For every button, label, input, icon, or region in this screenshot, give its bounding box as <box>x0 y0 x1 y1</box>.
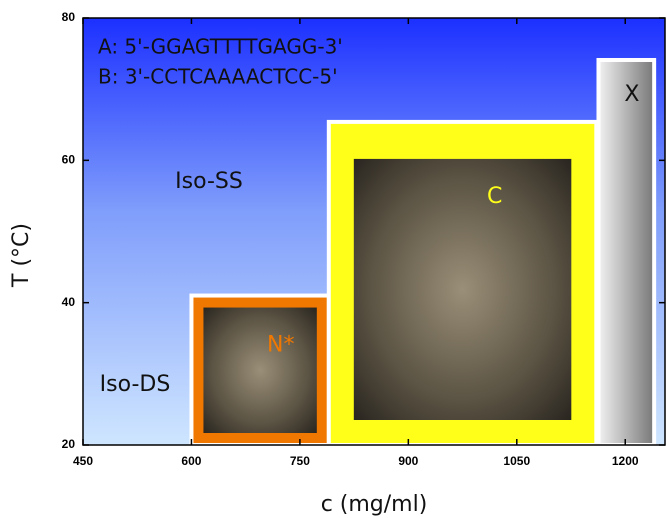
y-axis-title: T (°C) <box>9 223 34 288</box>
y-tick-label: 40 <box>62 295 76 309</box>
region-label: X <box>624 82 639 107</box>
sequence-b: B: 3'-CCTCAAAACTCC-5' <box>98 65 338 89</box>
texture-image <box>203 308 316 433</box>
x-tick-label: 600 <box>181 454 201 468</box>
region-label: C <box>487 184 502 209</box>
x-tick-label: 1050 <box>503 454 530 468</box>
region-label: N* <box>267 333 294 358</box>
texture-image <box>354 159 572 420</box>
y-tick-label: 20 <box>62 437 76 451</box>
x-axis-title: c (mg/ml) <box>321 492 428 517</box>
chart: N* C X A: 5'-GGAGTTTTGAGG-3' B: 3'-CCTCAAA… <box>0 0 667 518</box>
x-tick-label: 1200 <box>612 454 639 468</box>
x-tick-label: 900 <box>398 454 418 468</box>
y-tick-label: 60 <box>62 153 76 167</box>
x-tick-label: 450 <box>73 454 93 468</box>
iso-ds-label: Iso-DS <box>100 372 171 397</box>
x-tick-label: 750 <box>290 454 310 468</box>
y-tick-label: 80 <box>62 10 76 24</box>
phase-region <box>598 60 654 445</box>
sequence-a: A: 5'-GGAGTTTTGAGG-3' <box>98 35 343 59</box>
iso-ss-label: Iso-SS <box>175 169 243 194</box>
